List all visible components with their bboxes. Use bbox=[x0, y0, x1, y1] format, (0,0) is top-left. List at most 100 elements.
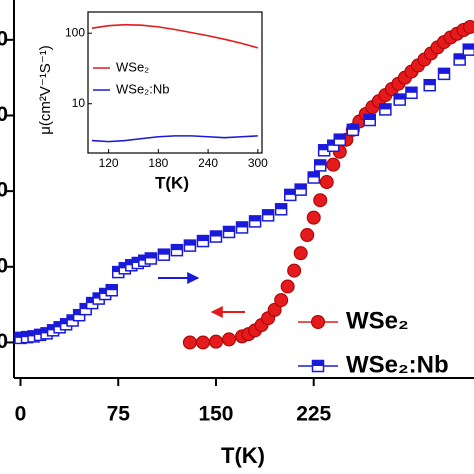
data-point bbox=[453, 53, 466, 66]
square-fill bbox=[438, 68, 450, 74]
square-fill bbox=[34, 329, 46, 335]
square-fill bbox=[80, 303, 92, 310]
x-tick-label: 150 bbox=[198, 403, 233, 426]
square-fill bbox=[327, 140, 339, 146]
square-fill bbox=[21, 331, 33, 338]
data-point bbox=[346, 123, 360, 137]
x-tick-label: 120 bbox=[99, 156, 119, 170]
square-fill bbox=[314, 159, 326, 166]
y-tick-label: 10 bbox=[72, 96, 86, 110]
data-point bbox=[294, 183, 307, 196]
data-point bbox=[307, 171, 320, 184]
square-fill bbox=[106, 284, 118, 291]
square-fill bbox=[308, 172, 320, 178]
data-point bbox=[313, 159, 327, 172]
line bbox=[91, 23, 259, 49]
y-axis-label: μ(cm²V⁻¹S⁻¹) bbox=[37, 45, 54, 134]
square-fill bbox=[312, 360, 324, 366]
square-fill bbox=[364, 114, 376, 121]
square-fill bbox=[119, 262, 131, 269]
data-point bbox=[280, 279, 295, 294]
square-fill bbox=[138, 255, 150, 261]
data-point bbox=[363, 113, 377, 127]
square-fill bbox=[463, 44, 474, 50]
data-point bbox=[267, 302, 282, 317]
data-point bbox=[293, 246, 308, 261]
data-point bbox=[300, 228, 315, 243]
square-fill bbox=[99, 288, 111, 295]
x-tick-label: 240 bbox=[198, 156, 218, 170]
square-fill bbox=[454, 53, 466, 60]
square-fill bbox=[223, 226, 235, 232]
data-point bbox=[157, 248, 171, 261]
legend-label: WSe₂:Nb bbox=[116, 81, 169, 96]
square-fill bbox=[424, 79, 436, 86]
data-point bbox=[248, 215, 262, 228]
legend-label: WSe₂ bbox=[346, 307, 409, 334]
square-fill bbox=[54, 321, 66, 328]
square-fill bbox=[210, 231, 222, 237]
square-fill bbox=[236, 221, 248, 228]
data-point bbox=[319, 175, 334, 190]
data-point bbox=[393, 93, 406, 106]
square-fill bbox=[112, 266, 124, 273]
inset-frame bbox=[87, 11, 263, 154]
data-point bbox=[183, 239, 197, 252]
data-point bbox=[326, 157, 341, 172]
square-fill bbox=[93, 293, 105, 299]
square-fill bbox=[184, 240, 196, 246]
line bbox=[91, 135, 258, 143]
data-point bbox=[144, 252, 158, 265]
series bbox=[14, 43, 474, 345]
x-tick-label: 75 bbox=[107, 403, 131, 426]
data-point bbox=[311, 315, 325, 329]
data-point bbox=[196, 234, 210, 248]
square-fill bbox=[347, 124, 359, 130]
data-point bbox=[287, 263, 302, 278]
square-fill bbox=[394, 94, 406, 100]
data-point bbox=[311, 359, 325, 373]
square-fill bbox=[249, 215, 261, 222]
data-point bbox=[170, 243, 184, 257]
data-point bbox=[195, 335, 210, 350]
square-fill bbox=[318, 144, 330, 151]
square-fill bbox=[158, 249, 170, 255]
x-tick-label: 300 bbox=[248, 156, 268, 170]
data-point bbox=[261, 209, 275, 222]
square-fill bbox=[334, 134, 346, 140]
square-fill bbox=[125, 259, 137, 266]
y-tick-label: 40 bbox=[0, 103, 8, 126]
data-point bbox=[209, 230, 223, 243]
square-fill bbox=[284, 189, 296, 195]
square-fill bbox=[73, 309, 85, 316]
data-point bbox=[333, 133, 347, 146]
data-point bbox=[274, 203, 288, 216]
legend-label: WSe₂:Nb bbox=[346, 351, 449, 378]
square-fill bbox=[405, 87, 417, 93]
data-point bbox=[222, 225, 236, 239]
data-point bbox=[208, 334, 223, 349]
square-fill bbox=[86, 297, 98, 304]
data-point bbox=[222, 332, 237, 347]
square-fill bbox=[379, 103, 391, 110]
data-point bbox=[284, 188, 297, 202]
data-point bbox=[437, 67, 451, 81]
square-fill bbox=[15, 332, 27, 338]
square-fill bbox=[262, 209, 274, 216]
data-point bbox=[105, 283, 118, 297]
data-point bbox=[379, 103, 392, 116]
data-point bbox=[463, 19, 474, 34]
x-axis-label: T(K) bbox=[155, 173, 189, 192]
legend-label: WSe₂ bbox=[116, 59, 149, 74]
square-fill bbox=[132, 257, 144, 264]
data-point bbox=[306, 210, 321, 225]
data-point bbox=[182, 335, 197, 350]
square-fill bbox=[67, 315, 79, 321]
data-point bbox=[423, 78, 436, 92]
y-tick-label: 10 bbox=[0, 330, 8, 353]
square-fill bbox=[145, 252, 157, 259]
data-point bbox=[405, 86, 418, 100]
x-tick-label: 225 bbox=[296, 403, 331, 426]
square-fill bbox=[275, 203, 287, 210]
